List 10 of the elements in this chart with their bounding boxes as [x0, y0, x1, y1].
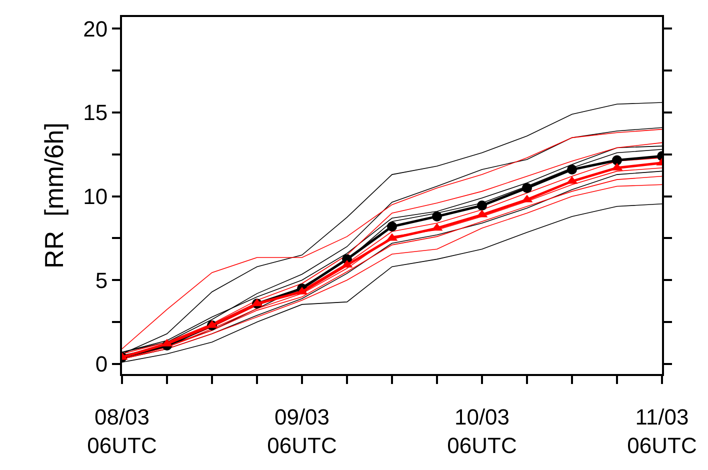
x-tick-label: 08/03 06UTC: [87, 404, 157, 458]
y-tick-label: 15: [83, 100, 108, 126]
y-tick-label: 20: [83, 16, 108, 42]
y-axis-title: RR [mm/6h]: [39, 122, 70, 268]
y-tick-label: 0: [95, 352, 108, 377]
x-tick-label: 10/03 06UTC: [447, 404, 517, 458]
y-tick-label: 5: [95, 268, 108, 293]
y-tick-label: 10: [83, 184, 108, 210]
x-tick-label: 11/03 06UTC: [627, 404, 697, 458]
x-tick-label: 09/03 06UTC: [267, 404, 337, 458]
